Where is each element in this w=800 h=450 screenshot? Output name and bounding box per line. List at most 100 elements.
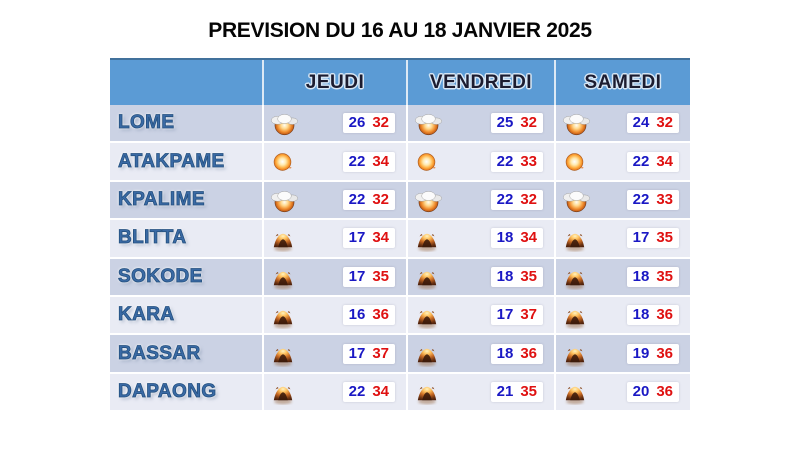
temperature-box: 17 35 xyxy=(342,266,395,287)
table-body: LOME 26 32 25 32 24 32 ATAKPAME 22 34 22 33 22 34 KPAL… xyxy=(110,105,690,413)
temp-max: 34 xyxy=(372,152,389,170)
temp-max: 32 xyxy=(520,114,537,132)
temp-min: 17 xyxy=(348,229,366,247)
sun-cloud-icon xyxy=(269,109,300,137)
temp-min: 17 xyxy=(496,306,514,324)
day-header-samedi: SAMEDI xyxy=(554,60,690,105)
temp-max: 37 xyxy=(520,306,537,324)
temperature-box: 18 36 xyxy=(626,305,679,326)
sun-icon xyxy=(269,149,296,175)
temperature-box: 26 32 xyxy=(342,113,395,134)
temperature-box: 17 35 xyxy=(626,228,679,249)
temperature-box: 22 34 xyxy=(626,151,679,172)
temp-max: 32 xyxy=(372,190,389,208)
temp-max: 35 xyxy=(372,267,389,285)
temp-min: 18 xyxy=(632,306,650,324)
dust-icon xyxy=(561,302,589,329)
temp-max: 34 xyxy=(656,152,673,170)
temperature-box: 22 32 xyxy=(490,189,543,210)
city-label: BASSAR xyxy=(118,342,201,364)
city-column-header xyxy=(110,60,262,105)
temp-max: 34 xyxy=(520,229,537,247)
city-label: KPALIME xyxy=(118,188,205,211)
temp-max: 36 xyxy=(656,306,673,324)
forecast-cell: 24 32 xyxy=(554,105,690,142)
dust-icon xyxy=(561,225,589,252)
temp-max: 32 xyxy=(520,190,537,208)
page-title: PREVISION DU 16 AU 18 JANVIER 2025 xyxy=(208,19,592,42)
sun-cloud-icon xyxy=(413,109,444,137)
city-label: LOME xyxy=(118,112,175,134)
temp-max: 36 xyxy=(372,306,389,324)
temp-min: 22 xyxy=(348,152,366,170)
city-label: ATAKPAME xyxy=(118,150,225,172)
sun-icon xyxy=(561,149,588,175)
temp-max: 35 xyxy=(520,382,537,400)
temp-min: 21 xyxy=(496,382,514,400)
temperature-box: 22 33 xyxy=(490,151,543,172)
temp-max: 34 xyxy=(372,229,389,247)
temp-min: 17 xyxy=(632,229,650,247)
forecast-table: JEUDI VENDREDI SAMEDI LOME 26 32 25 32 24 32 AT… xyxy=(110,58,690,413)
dust-icon xyxy=(269,340,297,367)
temperature-box: 17 37 xyxy=(490,305,543,326)
table-row: DAPAONG 22 34 21 35 20 36 xyxy=(110,373,690,413)
dust-icon xyxy=(269,378,297,405)
city-label: BLITTA xyxy=(118,227,187,249)
temp-min: 22 xyxy=(632,190,650,208)
temp-max: 36 xyxy=(656,382,673,400)
table-row: KARA 16 36 17 37 18 36 xyxy=(110,296,690,336)
temp-min: 17 xyxy=(348,267,366,285)
day-header-vendredi: VENDREDI xyxy=(406,60,554,105)
forecast-cell: 26 32 xyxy=(262,105,406,142)
temperature-box: 17 34 xyxy=(342,228,395,249)
dust-icon xyxy=(413,302,441,329)
dust-icon xyxy=(413,263,441,290)
table-row: SOKODE 17 35 18 35 18 35 xyxy=(110,258,690,297)
temp-min: 18 xyxy=(496,344,514,362)
forecast-cell: 22 32 xyxy=(262,181,406,219)
city-label: SOKODE xyxy=(118,265,203,287)
temp-min: 18 xyxy=(632,267,650,285)
forecast-cell: 18 35 xyxy=(554,258,690,295)
table-row: ATAKPAME 22 34 22 33 22 34 xyxy=(110,143,690,182)
temperature-box: 22 32 xyxy=(342,189,395,210)
temp-min: 16 xyxy=(348,306,366,324)
dust-icon xyxy=(413,340,441,367)
sun-icon xyxy=(413,149,440,175)
day-header-jeudi: JEUDI xyxy=(262,60,406,105)
temp-min: 26 xyxy=(348,114,366,132)
sun-cloud-icon xyxy=(269,186,300,214)
forecast-cell: 17 37 xyxy=(406,296,554,334)
dust-icon xyxy=(561,340,589,367)
city-label: KARA xyxy=(118,304,175,326)
temp-min: 22 xyxy=(496,190,514,208)
temp-max: 35 xyxy=(520,267,537,285)
temp-max: 36 xyxy=(520,344,537,362)
temperature-box: 24 32 xyxy=(626,113,679,134)
temp-min: 17 xyxy=(348,344,366,362)
temperature-box: 18 34 xyxy=(490,228,543,249)
temperature-box: 21 35 xyxy=(490,381,543,402)
dust-icon xyxy=(269,263,297,290)
forecast-cell: 17 37 xyxy=(262,335,406,372)
forecast-cell: 22 33 xyxy=(554,181,690,219)
temp-max: 37 xyxy=(372,344,389,362)
sun-cloud-icon xyxy=(561,186,592,214)
sun-cloud-icon xyxy=(561,109,592,137)
temp-min: 22 xyxy=(348,382,366,400)
table-header-row: JEUDI VENDREDI SAMEDI xyxy=(110,58,690,105)
temperature-box: 25 32 xyxy=(490,113,543,134)
table-row: KPALIME 22 32 22 32 22 33 xyxy=(110,181,690,221)
dust-icon xyxy=(413,378,441,405)
table-row: LOME 26 32 25 32 24 32 xyxy=(110,105,690,144)
forecast-cell: 18 36 xyxy=(406,335,554,372)
temperature-box: 18 35 xyxy=(490,266,543,287)
temp-min: 24 xyxy=(632,114,650,132)
temp-max: 34 xyxy=(372,382,389,400)
temp-min: 19 xyxy=(632,344,650,362)
temp-min: 18 xyxy=(496,229,514,247)
temp-min: 22 xyxy=(496,152,514,170)
temp-max: 35 xyxy=(656,267,673,285)
forecast-cell: 18 35 xyxy=(406,258,554,295)
